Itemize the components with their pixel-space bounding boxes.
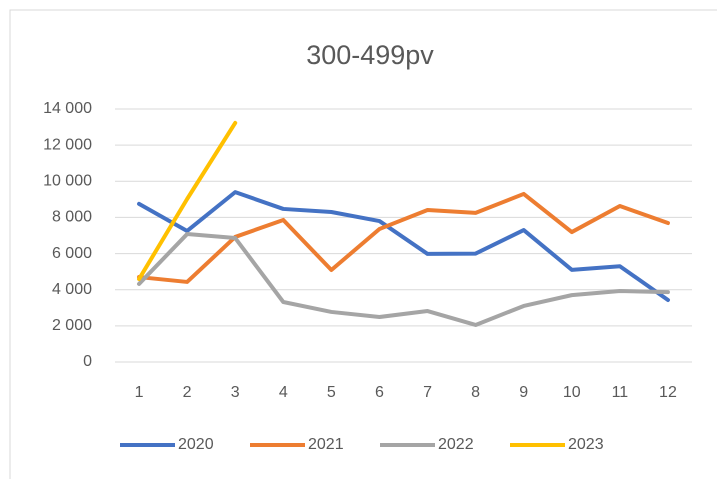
- y-tick-label: 4 000: [52, 281, 92, 298]
- chart-title: 300-499pv: [306, 40, 434, 70]
- series-line: [137, 120, 238, 282]
- x-tick-label: 7: [423, 384, 432, 401]
- y-tick-label: 8 000: [52, 209, 92, 226]
- x-tick-label: 4: [279, 384, 288, 401]
- x-tick-label: 8: [471, 384, 480, 401]
- x-tick-label: 3: [231, 384, 240, 401]
- series-line: [137, 191, 670, 284]
- chart-border: [9, 9, 717, 479]
- y-tick-label: 6 000: [52, 245, 92, 262]
- series-line: [137, 190, 670, 303]
- x-tick-label: 1: [135, 384, 144, 401]
- x-tick-label: 9: [519, 384, 528, 401]
- legend-label: 2023: [568, 436, 604, 453]
- y-tick-label: 14 000: [43, 100, 92, 117]
- x-tick-label: 6: [375, 384, 384, 401]
- x-tick-label: 10: [563, 384, 581, 401]
- y-tick-label: 2 000: [52, 317, 92, 334]
- x-tick-label: 12: [659, 384, 677, 401]
- y-tick-label: 12 000: [43, 136, 92, 153]
- y-tick-label: 10 000: [43, 173, 92, 190]
- x-tick-label: 11: [612, 384, 629, 401]
- legend-label: 2022: [438, 436, 474, 453]
- x-tick-label: 5: [327, 384, 336, 401]
- legend-label: 2021: [308, 436, 344, 453]
- y-tick-label: 0: [83, 353, 92, 370]
- legend-label: 2020: [178, 436, 214, 453]
- x-tick-label: 2: [183, 384, 192, 401]
- series-line: [137, 232, 670, 327]
